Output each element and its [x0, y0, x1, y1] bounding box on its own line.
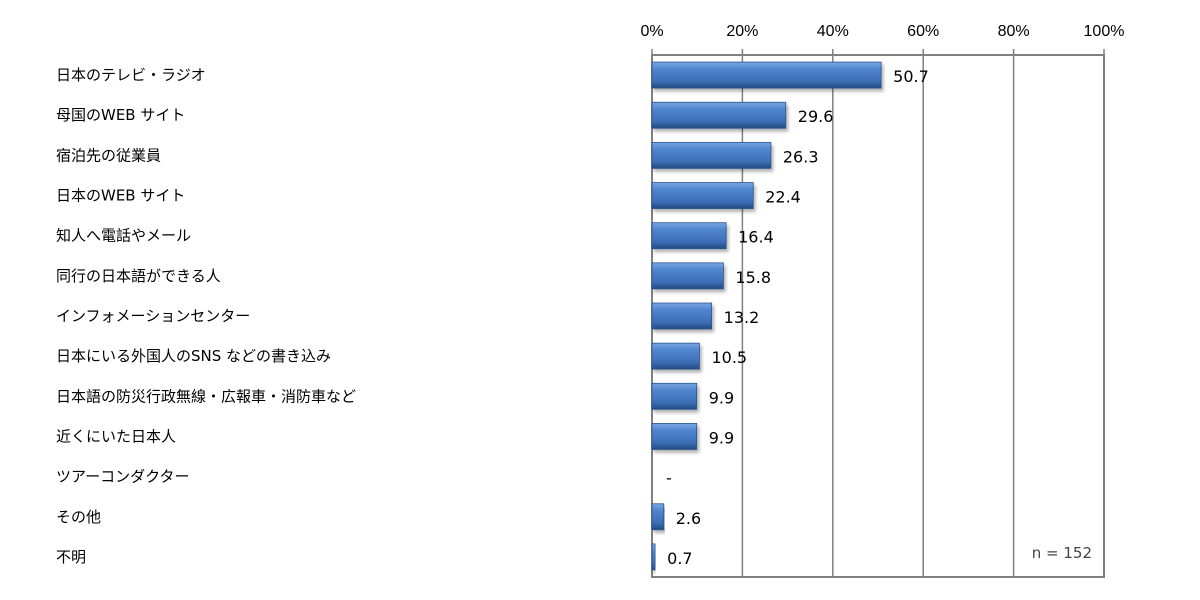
category-label: 母国のWEB サイト — [56, 106, 185, 124]
category-label: 宿泊先の従業員 — [56, 146, 161, 164]
bar — [651, 182, 754, 209]
data-label: 9.9 — [709, 428, 734, 447]
data-label: 2.6 — [676, 509, 701, 528]
data-label: 16.4 — [738, 228, 774, 247]
data-label: 29.6 — [798, 107, 834, 126]
data-label: 15.8 — [735, 268, 771, 287]
bar — [651, 61, 882, 89]
data-label: 13.2 — [724, 308, 760, 327]
bar — [651, 423, 698, 450]
bar — [651, 382, 698, 410]
data-label: 0.7 — [667, 549, 692, 568]
category-label: 日本のWEB サイト — [56, 187, 185, 205]
x-tick-label: 20% — [726, 23, 758, 40]
bar — [651, 342, 700, 370]
x-tick-label: 100% — [1084, 23, 1125, 40]
bar — [651, 262, 724, 290]
x-tick-label: 0% — [640, 23, 663, 40]
category-label: インフォメーションセンター — [56, 307, 250, 325]
data-label: 50.7 — [893, 67, 929, 86]
category-label: 知人へ電話やメール — [56, 227, 191, 245]
category-label: ツアーコンダクター — [56, 468, 190, 486]
category-label: 日本語の防災行政無線・広報車・消防車など — [56, 387, 356, 405]
bar — [651, 503, 665, 531]
data-label: - — [666, 469, 672, 488]
bar — [651, 141, 772, 169]
category-label: その他 — [56, 508, 101, 526]
x-tick-label: 40% — [817, 23, 849, 40]
category-label: 不明 — [56, 548, 86, 566]
category-label: 日本のテレビ・ラジオ — [56, 66, 206, 84]
x-tick-label: 60% — [907, 23, 939, 40]
category-label: 日本にいる外国人のSNS などの書き込み — [56, 347, 331, 365]
data-label: 9.9 — [709, 388, 734, 407]
plot-area — [651, 54, 1105, 578]
bar — [651, 101, 787, 129]
sample-size-note: n = 152 — [1032, 544, 1092, 562]
category-label: 同行の日本語ができる人 — [56, 267, 221, 285]
bar — [651, 222, 727, 250]
data-label: 26.3 — [783, 147, 819, 166]
x-tick-label: 80% — [998, 23, 1030, 40]
data-label: 22.4 — [765, 188, 801, 207]
category-label: 近くにいた日本人 — [56, 427, 176, 445]
bar — [651, 302, 713, 330]
bar — [651, 543, 656, 571]
data-label: 10.5 — [711, 348, 747, 367]
